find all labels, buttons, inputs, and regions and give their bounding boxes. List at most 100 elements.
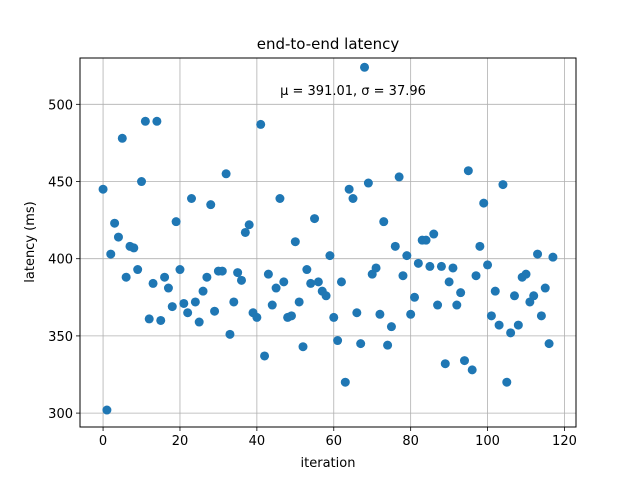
data-point xyxy=(98,184,108,194)
data-point xyxy=(490,286,500,296)
data-point xyxy=(425,261,435,271)
data-point xyxy=(148,278,158,288)
data-point xyxy=(310,214,320,224)
data-point xyxy=(206,200,216,210)
x-tick-label: 120 xyxy=(552,434,577,449)
data-point xyxy=(329,312,339,322)
data-point xyxy=(486,311,496,321)
y-tick-label: 350 xyxy=(48,330,73,345)
data-point xyxy=(140,116,150,126)
data-points xyxy=(98,62,558,415)
data-point xyxy=(217,266,227,276)
data-point xyxy=(129,243,139,253)
data-point xyxy=(144,314,154,324)
data-point xyxy=(360,62,370,72)
x-tick-label: 20 xyxy=(172,434,189,449)
data-point xyxy=(448,263,458,273)
data-point xyxy=(263,269,273,279)
data-point xyxy=(187,193,197,203)
data-point xyxy=(471,271,481,281)
y-tick-label: 300 xyxy=(48,407,73,422)
data-point xyxy=(398,271,408,281)
data-point xyxy=(106,249,116,259)
data-point xyxy=(436,261,446,271)
data-point xyxy=(225,329,235,339)
data-point xyxy=(521,269,531,279)
data-point xyxy=(202,272,212,282)
data-point xyxy=(244,220,254,230)
x-tick-label: 0 xyxy=(99,434,107,449)
data-point xyxy=(194,317,204,327)
data-point xyxy=(406,309,416,319)
data-point xyxy=(379,217,389,227)
data-point xyxy=(402,251,412,261)
data-point xyxy=(294,297,304,307)
data-point xyxy=(479,198,489,208)
data-point xyxy=(429,229,439,239)
data-point xyxy=(371,263,381,273)
data-point xyxy=(548,252,558,262)
data-point xyxy=(483,260,493,270)
data-point xyxy=(506,328,516,338)
data-point xyxy=(536,311,546,321)
data-point xyxy=(410,292,420,302)
data-point xyxy=(390,241,400,251)
data-point xyxy=(459,356,469,366)
data-point xyxy=(529,291,539,301)
data-point xyxy=(275,193,285,203)
data-point xyxy=(163,283,173,293)
data-point xyxy=(363,178,373,188)
data-point xyxy=(413,258,423,268)
data-point xyxy=(137,177,147,187)
data-point xyxy=(498,180,508,190)
stats-annotation: μ = 391.01, σ = 37.96 xyxy=(280,84,426,99)
data-point xyxy=(279,277,289,287)
data-point xyxy=(133,265,143,275)
data-point xyxy=(544,339,554,349)
x-tick-label: 60 xyxy=(325,434,342,449)
data-point xyxy=(502,377,512,387)
data-point xyxy=(221,169,231,179)
data-point xyxy=(313,277,323,287)
x-tick-label: 100 xyxy=(475,434,500,449)
data-point xyxy=(102,405,112,415)
data-point xyxy=(229,297,239,307)
y-tick-label: 400 xyxy=(48,253,73,268)
data-point xyxy=(236,275,246,285)
data-point xyxy=(198,286,208,296)
data-point xyxy=(467,365,477,375)
x-axis-title: iteration xyxy=(301,456,356,471)
chart-title: end-to-end latency xyxy=(257,35,400,53)
data-point xyxy=(160,272,170,282)
data-point xyxy=(386,322,396,332)
data-point xyxy=(271,283,281,293)
data-point xyxy=(533,249,543,259)
data-point xyxy=(348,193,358,203)
x-axis-ticks: 0 20 40 60 80 100 120 xyxy=(99,427,577,449)
data-point xyxy=(252,312,262,322)
data-point xyxy=(356,339,366,349)
data-point xyxy=(267,300,277,310)
data-point xyxy=(513,320,523,330)
data-point xyxy=(167,302,177,312)
y-tick-label: 450 xyxy=(48,176,73,191)
data-point xyxy=(421,235,431,245)
data-point xyxy=(340,377,350,387)
data-point xyxy=(440,359,450,369)
data-point xyxy=(233,268,243,278)
data-point xyxy=(394,172,404,182)
data-point xyxy=(321,291,331,301)
data-point xyxy=(325,251,335,261)
data-point xyxy=(210,306,220,316)
plot-frame xyxy=(79,57,577,428)
data-point xyxy=(117,133,127,143)
data-point xyxy=(290,237,300,247)
data-point xyxy=(113,232,123,242)
data-point xyxy=(260,351,270,361)
data-point xyxy=(156,315,166,325)
data-point xyxy=(152,116,162,126)
y-axis-ticks: 300 350 400 450 500 xyxy=(48,98,80,422)
data-point xyxy=(110,218,120,228)
data-point xyxy=(171,217,181,227)
data-point xyxy=(540,283,550,293)
